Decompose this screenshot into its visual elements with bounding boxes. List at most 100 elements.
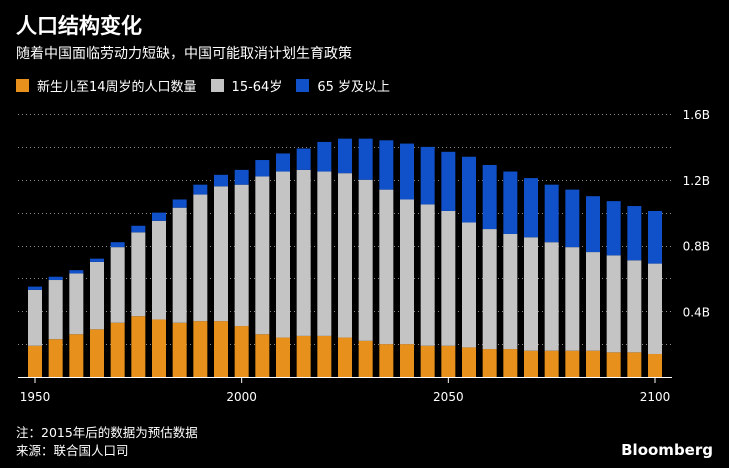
footnote-note: 注：2015年后的数据为预估数据	[16, 425, 198, 440]
bar-segment-elderly-2085	[586, 196, 600, 253]
bar-segment-elderly-2095	[627, 206, 642, 261]
bar-segment-elderly-2005	[255, 160, 270, 177]
bloomberg-logo: Bloomberg	[621, 441, 713, 459]
bar-segment-children-1965	[90, 329, 104, 377]
bar-segment-children-1980	[152, 319, 166, 377]
bar-segment-elderly-1975	[131, 225, 146, 233]
bar-segment-working-age-2010	[276, 171, 290, 338]
bar-segment-elderly-2065	[503, 171, 518, 234]
bar-segment-children-2035	[379, 344, 394, 377]
bar-segment-children-1995	[214, 321, 228, 377]
bar-segment-children-2055	[462, 347, 476, 377]
bar-segment-children-1955	[48, 339, 63, 377]
bar-segment-working-age-2035	[379, 189, 394, 345]
bar-segment-children-2045	[420, 345, 435, 377]
bar-segment-elderly-2075	[544, 184, 559, 243]
bar-segment-children-2020	[317, 335, 332, 377]
bar-segment-elderly-1960	[69, 270, 84, 274]
bar-segment-children-2090	[606, 352, 621, 377]
bar-segment-working-age-2080	[565, 247, 580, 351]
legend-swatch-elderly	[296, 79, 310, 92]
bar-segment-elderly-2100	[648, 210, 662, 264]
bar-segment-elderly-1985	[172, 199, 187, 208]
bar-segment-children-2070	[524, 350, 538, 377]
bar-segment-working-age-2025	[338, 173, 352, 338]
legend-label-elderly: 65 岁及以上	[317, 80, 391, 95]
bar-segment-working-age-1950	[28, 289, 42, 346]
bar-segment-children-2010	[276, 337, 290, 377]
bar-segment-elderly-2080	[565, 189, 580, 248]
bar-segment-children-1975	[131, 316, 146, 377]
bar-segment-working-age-2070	[524, 237, 538, 351]
bar-segment-children-2095	[627, 352, 642, 377]
bar-segment-elderly-2060	[482, 164, 497, 230]
footnote-source: 来源：联合国人口司	[16, 443, 129, 458]
page-subtitle: 随着中国面临劳动力短缺，中国可能取消计划生育政策	[16, 46, 352, 62]
bar-segment-elderly-1955	[48, 276, 63, 281]
y-tick-label: 0.4B	[683, 305, 710, 319]
bar-segment-working-age-2095	[627, 260, 642, 353]
bar-segment-working-age-2090	[606, 255, 621, 353]
bar-segment-elderly-2010	[276, 153, 290, 172]
bar-segment-children-1970	[110, 322, 125, 377]
bar-segment-children-1950	[28, 345, 42, 377]
bar-segment-elderly-2015	[296, 148, 311, 170]
bar-segment-children-2015	[296, 335, 311, 377]
bar-segment-elderly-2050	[441, 151, 456, 211]
bar-segment-elderly-2035	[379, 140, 394, 190]
bar-segment-elderly-1980	[152, 212, 166, 221]
bar-segment-children-2000	[234, 326, 249, 377]
bar-segment-working-age-2000	[234, 184, 249, 327]
bar-segment-children-2075	[544, 350, 559, 377]
bar-segment-working-age-1980	[152, 220, 166, 320]
x-tick-label: 2100	[640, 390, 671, 404]
bar-segment-working-age-1960	[69, 273, 84, 335]
bar-segment-children-2005	[255, 334, 270, 377]
bar-segment-working-age-2045	[420, 204, 435, 346]
y-tick-label: 1.6B	[683, 108, 710, 122]
bar-segment-elderly-2070	[524, 178, 538, 238]
legend-swatch-working-age	[210, 79, 224, 92]
bar-segment-working-age-1985	[172, 207, 187, 323]
bar-segment-working-age-2075	[544, 242, 559, 351]
bar-segment-children-2040	[400, 344, 414, 377]
bar-segment-children-1985	[172, 322, 187, 377]
y-tick-label: 1.2B	[683, 174, 710, 188]
bar-segment-children-2030	[358, 340, 373, 377]
bar-segment-working-age-1990	[193, 194, 208, 322]
bar-segment-children-2080	[565, 350, 580, 377]
bar-segment-working-age-1965	[90, 261, 104, 330]
bar-segment-elderly-1950	[28, 286, 42, 290]
x-tick-label: 2000	[226, 390, 257, 404]
bar-segment-elderly-1970	[110, 242, 125, 248]
bar-segment-children-2085	[586, 350, 600, 377]
bar-segment-working-age-2085	[586, 252, 600, 351]
bar-segment-children-1990	[193, 321, 208, 377]
bar-segment-elderly-2000	[234, 169, 249, 185]
bar-segment-working-age-2065	[503, 233, 518, 350]
legend: 新生儿至14周岁的人口数量 15-64岁 65 岁及以上	[16, 76, 404, 95]
bar-segment-elderly-2025	[338, 138, 352, 174]
bar-segment-elderly-1965	[90, 258, 104, 262]
bar-segment-elderly-2040	[400, 143, 414, 200]
bar-segment-working-age-2100	[648, 263, 662, 354]
bar-segment-working-age-2055	[462, 222, 476, 348]
x-tick-label: 1950	[20, 390, 51, 404]
bar-segment-elderly-2055	[462, 156, 476, 223]
bar-segment-working-age-2040	[400, 199, 414, 345]
legend-item-working-age: 15-64岁	[210, 76, 283, 95]
bar-segment-children-1960	[69, 334, 84, 377]
x-tick-label: 2050	[433, 390, 464, 404]
page-title: 人口结构变化	[16, 14, 142, 38]
bar-segment-working-age-2060	[482, 229, 497, 350]
bar-segment-children-2100	[648, 353, 662, 377]
bar-segment-children-2060	[482, 349, 497, 377]
bar-segment-working-age-2005	[255, 176, 270, 335]
legend-item-children: 新生儿至14周岁的人口数量	[16, 76, 197, 95]
bar-segment-working-age-1955	[48, 280, 63, 340]
bar-segment-working-age-2015	[296, 169, 311, 336]
bar-segment-elderly-1990	[193, 184, 208, 195]
bar-segment-elderly-2030	[358, 138, 373, 180]
legend-label-working-age: 15-64岁	[231, 80, 283, 95]
bar-segment-children-2065	[503, 349, 518, 377]
